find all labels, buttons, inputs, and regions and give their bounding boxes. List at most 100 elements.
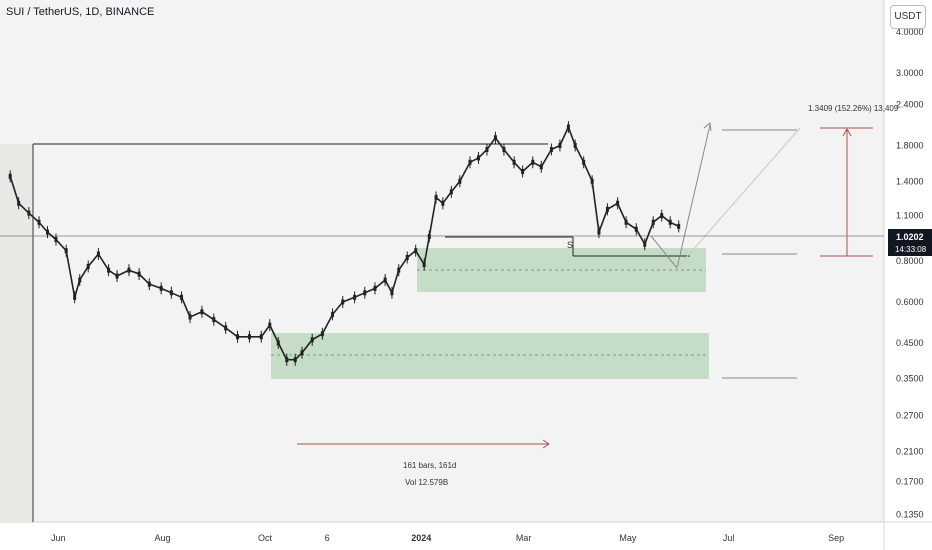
y-tick-label: 1.8000 [896, 141, 924, 151]
candle-body [54, 237, 58, 243]
y-tick-label: 0.6000 [896, 297, 924, 307]
candle-body [331, 311, 335, 317]
candle-body [573, 143, 577, 149]
candle-body [300, 350, 304, 356]
currency-button[interactable]: USDT [890, 5, 926, 29]
price-tag [888, 229, 932, 256]
candle-body [414, 248, 418, 254]
candle-body [17, 200, 21, 206]
x-tick-label: Aug [154, 533, 170, 543]
candle-body [353, 294, 357, 300]
y-tick-label: 4.0000 [896, 27, 924, 37]
y-tick-label: 0.1700 [896, 477, 924, 487]
candle-body [390, 290, 394, 296]
candle-body [549, 147, 553, 153]
x-tick-label: Jul [723, 533, 735, 543]
candle-body [212, 317, 216, 323]
y-tick-label: 0.3500 [896, 374, 924, 384]
candle-body [458, 178, 462, 184]
candle-body [37, 219, 41, 225]
candle-body [363, 290, 367, 296]
candle-body [502, 147, 506, 153]
candle-body [668, 219, 672, 225]
candle-body [169, 290, 173, 296]
candle-body [493, 135, 497, 141]
left-range-band [0, 144, 33, 522]
lower-demand-zone [271, 333, 709, 379]
x-tick-label: May [619, 533, 637, 543]
x-tick-label: Jun [51, 533, 66, 543]
candle-body [531, 159, 535, 165]
candle-body [539, 164, 543, 170]
candle-body [476, 155, 480, 161]
y-tick-label: 0.2700 [896, 411, 924, 421]
candle-body [320, 331, 324, 337]
candle-body [521, 168, 525, 174]
price-tag-value: 1.0202 [896, 232, 924, 242]
candle-body [590, 178, 594, 184]
y-tick-label: 1.4000 [896, 176, 924, 186]
symbol-title: SUI / TetherUS, 1D, BINANCE [6, 6, 155, 18]
candle-body [247, 334, 251, 340]
candle-body [107, 267, 111, 273]
x-tick-label: 2024 [411, 533, 431, 543]
candle-body [159, 285, 163, 291]
candle-body [605, 206, 609, 212]
candle-body [310, 337, 314, 343]
time-axis [0, 522, 932, 550]
price-axis [884, 0, 932, 550]
candle-body [200, 309, 204, 315]
price-series-line [9, 124, 680, 361]
x-tick-label: Mar [516, 533, 532, 543]
candle-body [397, 267, 401, 273]
candle-body [188, 314, 192, 320]
candle-body [405, 254, 409, 260]
candle-body [677, 223, 681, 229]
candle-body [651, 219, 655, 225]
candle-body [468, 159, 472, 165]
measure-label: 1.3409 (152.26%) 13,409 [808, 104, 899, 113]
projection-path [650, 124, 711, 270]
candle-body [27, 210, 31, 216]
candle-body [115, 273, 119, 279]
candle-body [449, 189, 453, 195]
x-tick-label: Sep [828, 533, 844, 543]
candle-body [180, 294, 184, 300]
candle-body [259, 334, 263, 340]
candle-body [558, 143, 562, 149]
y-tick-label: 3.0000 [896, 68, 924, 78]
measure-arrow-head [842, 127, 852, 137]
y-tick-label: 2.4000 [896, 100, 924, 110]
candle-body [86, 263, 90, 269]
y-tick-label: 0.2100 [896, 446, 924, 456]
y-tick-label: 0.4500 [896, 338, 924, 348]
candle-body [582, 159, 586, 165]
candle-body [566, 124, 570, 130]
x-tick-label: 6 [325, 533, 330, 543]
candle-body [96, 251, 100, 257]
y-tick-label: 0.8000 [896, 256, 924, 266]
candle-body [341, 299, 345, 305]
candle-body [373, 285, 377, 291]
candle-body [147, 281, 151, 287]
candle-body [616, 200, 620, 206]
candle-body [643, 241, 647, 247]
candle-body [422, 262, 426, 268]
candle-body [64, 248, 68, 254]
x-tick-label: Oct [258, 533, 273, 543]
candle-body [268, 322, 272, 328]
candle-body [660, 213, 664, 219]
projection-arrow-head [703, 122, 712, 132]
candle-body [293, 357, 297, 363]
y-tick-label: 0.1350 [896, 509, 924, 519]
candle-body [137, 271, 141, 277]
candle-body [441, 200, 445, 206]
measure-bars-text: 161 bars, 161d [403, 461, 456, 470]
candle-body [634, 226, 638, 232]
sweep-marker: S [567, 240, 573, 250]
candle-body [276, 340, 280, 346]
projection-guide [676, 127, 801, 269]
candle-body [383, 277, 387, 283]
